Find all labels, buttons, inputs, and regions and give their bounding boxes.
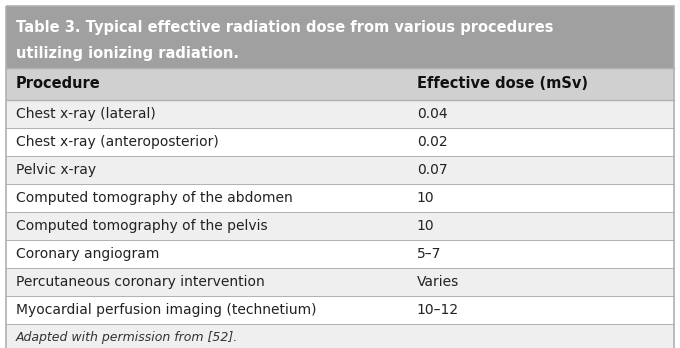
Text: 0.04: 0.04 <box>417 107 447 121</box>
Text: 10: 10 <box>417 191 435 205</box>
Text: Table 3. Typical effective radiation dose from various procedures: Table 3. Typical effective radiation dos… <box>16 19 554 35</box>
Text: Myocardial perfusion imaging (technetium): Myocardial perfusion imaging (technetium… <box>16 303 316 317</box>
Text: Chest x-ray (anteroposterior): Chest x-ray (anteroposterior) <box>16 135 219 149</box>
Bar <box>6 296 674 324</box>
Text: 0.02: 0.02 <box>417 135 447 149</box>
Text: Effective dose (mSv): Effective dose (mSv) <box>417 77 588 92</box>
Bar <box>6 324 674 348</box>
Text: Computed tomography of the abdomen: Computed tomography of the abdomen <box>16 191 293 205</box>
Text: Adapted with permission from [52].: Adapted with permission from [52]. <box>16 331 238 343</box>
Text: Computed tomography of the pelvis: Computed tomography of the pelvis <box>16 219 268 233</box>
Bar <box>6 268 674 296</box>
Bar <box>6 128 674 156</box>
Bar <box>6 240 674 268</box>
Text: utilizing ionizing radiation.: utilizing ionizing radiation. <box>16 46 239 61</box>
Bar <box>6 156 674 184</box>
Text: Procedure: Procedure <box>16 77 101 92</box>
Text: Varies: Varies <box>417 275 459 289</box>
Text: 10–12: 10–12 <box>417 303 459 317</box>
Bar <box>6 100 674 128</box>
Text: Coronary angiogram: Coronary angiogram <box>16 247 159 261</box>
Text: Chest x-ray (lateral): Chest x-ray (lateral) <box>16 107 156 121</box>
Bar <box>6 6 674 68</box>
Bar <box>6 184 674 212</box>
Text: Pelvic x-ray: Pelvic x-ray <box>16 163 96 177</box>
Text: 10: 10 <box>417 219 435 233</box>
Text: 5–7: 5–7 <box>417 247 441 261</box>
Text: 0.07: 0.07 <box>417 163 447 177</box>
Bar <box>6 68 674 100</box>
Text: Percutaneous coronary intervention: Percutaneous coronary intervention <box>16 275 265 289</box>
Bar <box>6 212 674 240</box>
